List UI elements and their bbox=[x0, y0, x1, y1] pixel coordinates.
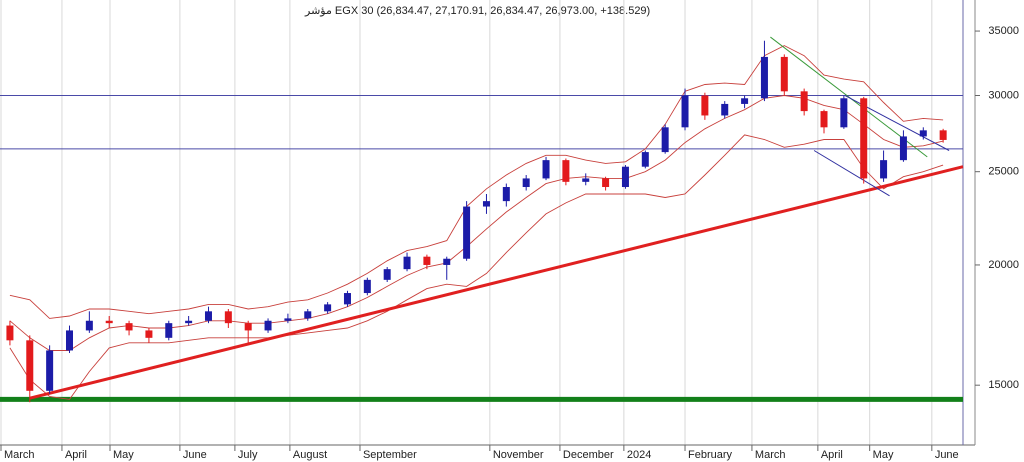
x-tick-label: December bbox=[563, 449, 614, 461]
x-tick-label: November bbox=[493, 449, 544, 461]
x-tick-label: September bbox=[363, 449, 417, 461]
candle-body bbox=[463, 206, 471, 259]
bollinger-upper bbox=[9, 45, 944, 319]
y-tick-label: 20000 bbox=[988, 259, 1019, 271]
candle-body bbox=[224, 311, 232, 324]
candle-body bbox=[721, 103, 729, 116]
candle-body bbox=[185, 320, 193, 324]
x-tick-label: 2024 bbox=[627, 449, 651, 461]
candle-body bbox=[919, 130, 927, 137]
candle-body bbox=[681, 95, 689, 128]
x-tick-label: June bbox=[183, 449, 207, 461]
y-tick-label: 15000 bbox=[988, 379, 1019, 391]
y-tick-label: 35000 bbox=[988, 25, 1019, 37]
y-tick-label: 25000 bbox=[988, 166, 1019, 178]
candle-body bbox=[363, 279, 371, 294]
candle-body bbox=[482, 201, 490, 207]
candle-body bbox=[621, 166, 629, 188]
candle-body bbox=[105, 320, 113, 324]
candle-body bbox=[383, 269, 391, 280]
candle-body bbox=[324, 304, 332, 312]
candle-body bbox=[582, 178, 590, 182]
x-tick-label: May bbox=[873, 449, 894, 461]
candle-body bbox=[641, 152, 649, 167]
candle-body bbox=[264, 320, 272, 331]
candle-body bbox=[522, 178, 530, 188]
candle-body bbox=[244, 323, 252, 331]
candle-body bbox=[939, 130, 947, 140]
candle-body bbox=[85, 320, 93, 331]
candle-body bbox=[204, 311, 212, 321]
candle-body bbox=[65, 330, 73, 351]
candle-body bbox=[26, 340, 34, 391]
y-tick-label: 30000 bbox=[988, 89, 1019, 101]
candle-body bbox=[880, 160, 888, 179]
candle-body bbox=[860, 98, 868, 179]
x-tick-label: March bbox=[755, 449, 786, 461]
x-tick-label: March bbox=[4, 449, 35, 461]
candle-body bbox=[423, 256, 431, 265]
candle-body bbox=[701, 95, 709, 116]
candle-body bbox=[800, 91, 808, 112]
x-tick-label: July bbox=[238, 449, 258, 461]
candle-body bbox=[502, 187, 510, 202]
candle-body bbox=[46, 350, 54, 391]
bollinger-lower bbox=[9, 134, 944, 400]
candle-body bbox=[165, 323, 173, 338]
x-tick-label: February bbox=[688, 449, 733, 461]
trend-line bbox=[813, 150, 890, 197]
candle-body bbox=[820, 111, 828, 128]
x-tick-label: April bbox=[65, 449, 87, 461]
candle-body bbox=[840, 98, 848, 128]
candle-body bbox=[760, 56, 768, 99]
x-tick-label: April bbox=[821, 449, 843, 461]
x-tick-label: June bbox=[935, 449, 959, 461]
candle-body bbox=[304, 311, 312, 319]
candle-body bbox=[562, 160, 570, 182]
trend-line bbox=[29, 165, 964, 400]
candle-body bbox=[899, 136, 907, 161]
x-tick-label: August bbox=[293, 449, 327, 461]
candle-body bbox=[443, 258, 451, 265]
x-tick-label: May bbox=[113, 449, 134, 461]
candle-body bbox=[343, 293, 351, 305]
candle-body bbox=[403, 256, 411, 270]
candle-body bbox=[741, 98, 749, 104]
candle-body bbox=[661, 127, 669, 153]
chart-title: مؤشر EGX 30 (26,834.47, 27,170.91, 26,83… bbox=[304, 5, 650, 17]
candle-body bbox=[602, 178, 610, 188]
candle-body bbox=[145, 330, 153, 338]
candle-body bbox=[542, 160, 550, 179]
candle-body bbox=[125, 323, 133, 331]
candle-body bbox=[780, 56, 788, 92]
candle-body bbox=[6, 325, 14, 341]
candle-body bbox=[284, 318, 292, 321]
